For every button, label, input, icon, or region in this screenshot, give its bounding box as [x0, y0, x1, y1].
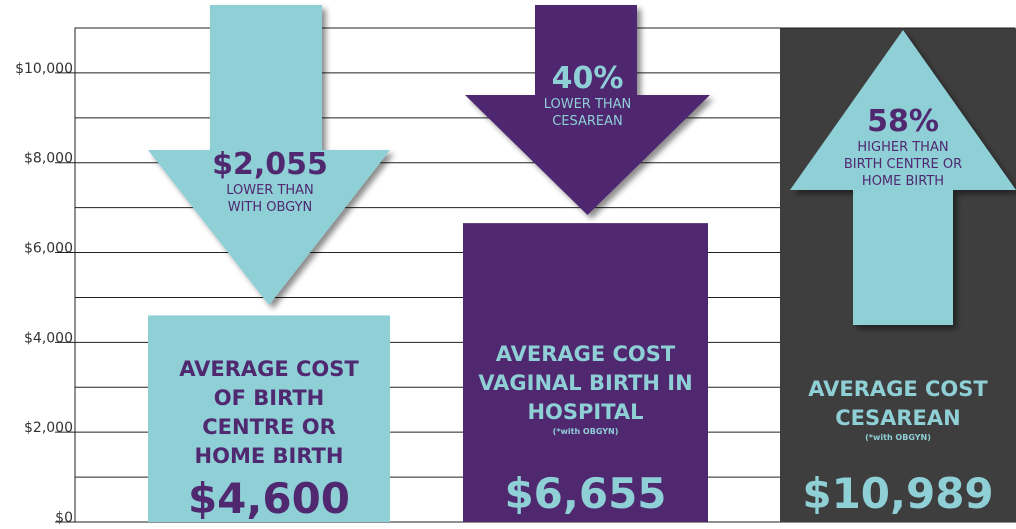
annotation-box: 40% LOWER THAN CESAREAN [465, 62, 710, 182]
bar-label-box: AVERAGE COST CESAREAN (*with OBGYN) $10,98… [780, 340, 1016, 522]
bar-label-box: AVERAGE COST VAGINAL BIRTH IN HOSPITAL (*… [463, 340, 708, 522]
annotation: 40%LOWER THAN CESAREAN [465, 62, 710, 182]
category-label: AVERAGE COST OF BIRTH CENTRE OR HOME BIR… [179, 357, 359, 468]
y-tick-label: $10,000 [15, 61, 73, 77]
annotation-headline: $2,055 [212, 148, 328, 182]
annotation-headline: 58% [867, 105, 939, 139]
bar-label: AVERAGE COST VAGINAL BIRTH IN HOSPITAL (*… [463, 340, 708, 522]
annotation-arrow [148, 5, 390, 305]
bar-label: AVERAGE COST CESAREAN (*with OBGYN) $10,98… [780, 340, 1016, 522]
bar-label-box: AVERAGE COST OF BIRTH CENTRE OR HOME BIR… [148, 355, 390, 522]
annotation-headline: 40% [551, 62, 624, 96]
bar-label: AVERAGE COST OF BIRTH CENTRE OR HOME BIR… [148, 355, 390, 522]
value-label: $4,600 [187, 474, 351, 522]
annotation-text: LOWER THAN CESAREAN [543, 97, 632, 129]
category-note: (*with OBGYN) [865, 433, 931, 442]
annotation-box: 58% HIGHER THAN BIRTH CENTRE OR HOME BIRT… [830, 105, 976, 225]
y-tick-label: $6,000 [24, 241, 73, 257]
annotation: 58%HIGHER THAN BIRTH CENTRE OR HOME BIRT… [830, 105, 976, 225]
category-label: AVERAGE COST CESAREAN [808, 377, 988, 430]
annotation-arrow [465, 5, 710, 215]
annotation-text: LOWER THAN WITH OBGYN [226, 183, 314, 215]
category-note: (*with OBGYN) [552, 427, 619, 436]
value-label: $10,989 [802, 469, 994, 518]
value-label: $6,655 [504, 469, 667, 518]
annotation-text: HIGHER THAN BIRTH CENTRE OR HOME BIRTH [843, 140, 963, 189]
bar [148, 315, 390, 522]
y-tick-label: $2,000 [24, 420, 73, 436]
y-tick-label: $8,000 [24, 151, 73, 167]
y-tick-label: $4,000 [24, 330, 73, 346]
bar [463, 223, 708, 522]
category-label: AVERAGE COST VAGINAL BIRTH IN HOSPITAL [478, 342, 693, 424]
annotation-arrow [790, 30, 1016, 325]
y-tick-label: $0 [55, 510, 73, 526]
annotation-box: $2,055 LOWER THAN WITH OBGYN [150, 148, 390, 268]
